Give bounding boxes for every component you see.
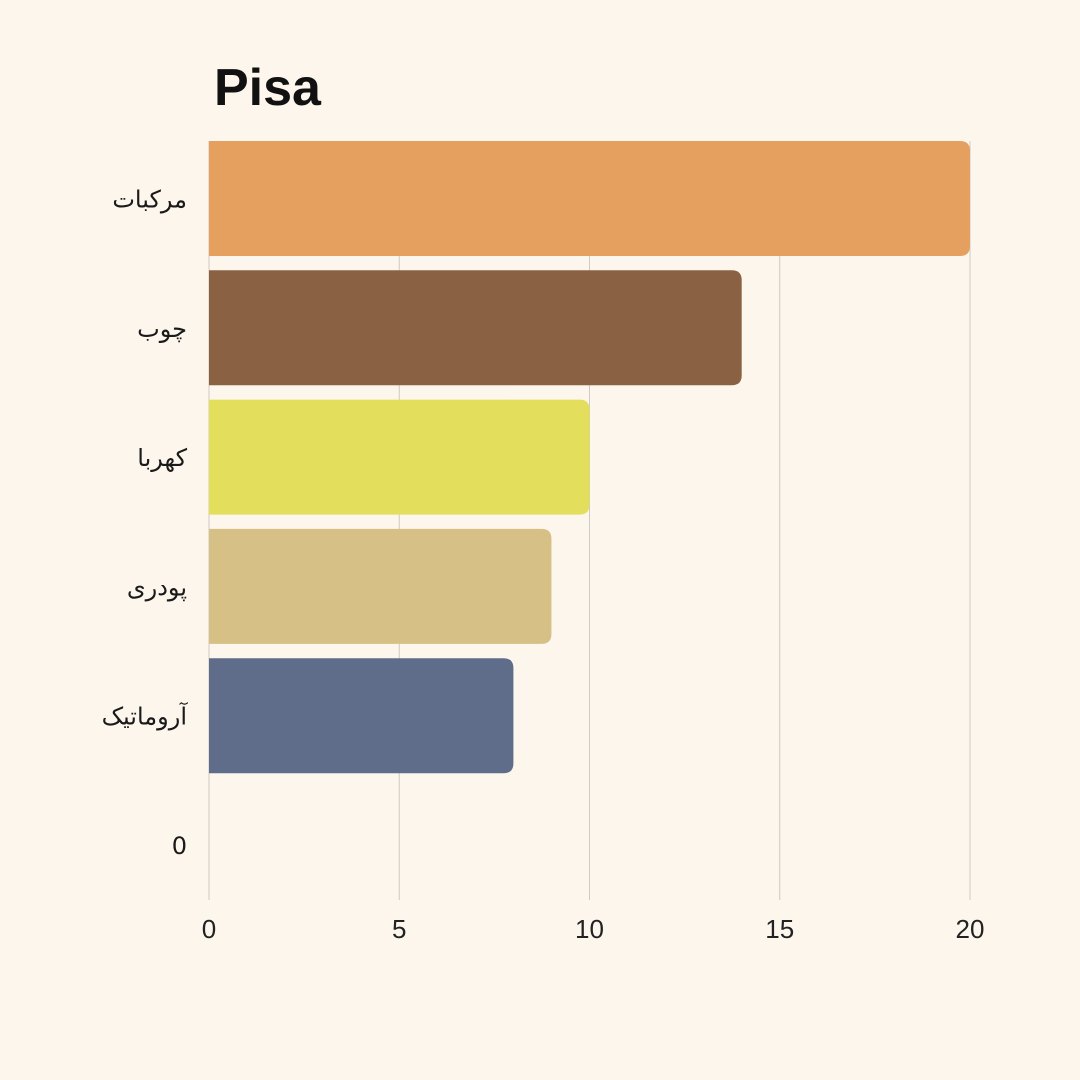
bar <box>209 141 970 256</box>
x-tick-label: 5 <box>392 914 406 944</box>
x-tick-labels: 0 5 10 15 20 <box>202 914 985 944</box>
gridlines <box>208 141 971 900</box>
bars <box>209 141 970 774</box>
x-tick-label: 15 <box>765 914 794 944</box>
category-label: مرکبات <box>112 186 187 214</box>
category-label: چوب <box>137 315 187 343</box>
category-labels: مرکبات چوب کهربا پودری آروماتیک 0 <box>102 186 189 861</box>
category-label: کهربا <box>137 444 187 472</box>
bar <box>209 270 742 386</box>
category-label: پودری <box>127 573 187 601</box>
bar <box>209 399 590 515</box>
category-label: 0 <box>172 832 187 860</box>
bar <box>209 528 552 644</box>
x-tick-label: 20 <box>956 914 985 944</box>
x-tick-label: 10 <box>575 914 604 944</box>
category-label: آروماتیک <box>102 702 189 731</box>
x-tick-label: 0 <box>202 914 216 944</box>
chart-title: Pisa <box>214 59 321 117</box>
bar <box>209 658 514 774</box>
